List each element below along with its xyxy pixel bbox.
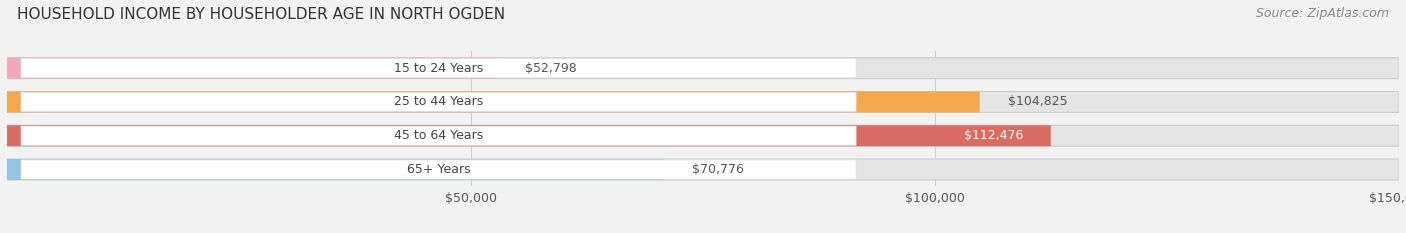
Text: 45 to 64 Years: 45 to 64 Years <box>394 129 484 142</box>
Text: Source: ZipAtlas.com: Source: ZipAtlas.com <box>1256 7 1389 20</box>
FancyBboxPatch shape <box>7 159 1399 180</box>
FancyBboxPatch shape <box>7 58 1399 79</box>
Text: 25 to 44 Years: 25 to 44 Years <box>394 96 484 108</box>
FancyBboxPatch shape <box>7 92 980 112</box>
Text: $52,798: $52,798 <box>524 62 576 75</box>
Text: 65+ Years: 65+ Years <box>406 163 471 176</box>
FancyBboxPatch shape <box>7 92 1399 112</box>
FancyBboxPatch shape <box>7 125 1399 146</box>
FancyBboxPatch shape <box>7 58 496 79</box>
FancyBboxPatch shape <box>7 125 1050 146</box>
FancyBboxPatch shape <box>21 160 856 179</box>
FancyBboxPatch shape <box>21 58 856 78</box>
FancyBboxPatch shape <box>21 126 856 145</box>
Text: $104,825: $104,825 <box>1008 96 1067 108</box>
Text: $112,476: $112,476 <box>963 129 1024 142</box>
Text: 15 to 24 Years: 15 to 24 Years <box>394 62 484 75</box>
Text: $70,776: $70,776 <box>692 163 744 176</box>
FancyBboxPatch shape <box>7 159 664 180</box>
Text: HOUSEHOLD INCOME BY HOUSEHOLDER AGE IN NORTH OGDEN: HOUSEHOLD INCOME BY HOUSEHOLDER AGE IN N… <box>17 7 505 22</box>
FancyBboxPatch shape <box>21 92 856 112</box>
